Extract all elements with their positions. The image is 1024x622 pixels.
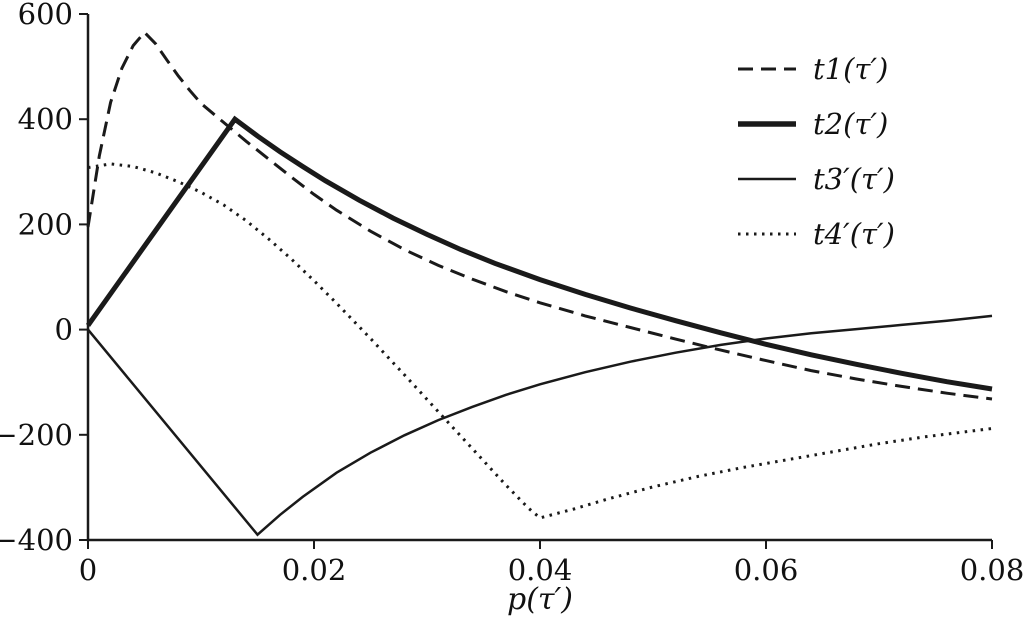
x-tick-label: 0.02 [282, 553, 347, 587]
t1-dashed-line-sample [738, 67, 796, 71]
y-tick-label: 600 [18, 0, 73, 31]
x-tick-label: 0.06 [734, 553, 799, 587]
legend-item-t4: t4′(τ′) [736, 217, 895, 251]
legend-item-t1: t1(τ′) [736, 52, 895, 86]
legend-label-t4: t4′(τ′) [813, 217, 895, 251]
y-tick-label: 400 [18, 102, 73, 136]
legend-label-t1: t1(τ′) [813, 52, 889, 86]
y-tick-label: −200 [0, 418, 73, 452]
legend-item-t2: t2(τ′) [736, 107, 895, 141]
t3-solid-line-sample [738, 177, 796, 181]
series-line-3 [87, 314, 993, 537]
legend: t1(τ′) t2(τ′) t3′(τ′) t4′(τ′) [736, 52, 895, 251]
t4-dotted-line-sample [738, 232, 796, 236]
legend-item-t3: t3′(τ′) [736, 162, 895, 196]
x-tick-label: 0.04 [508, 553, 573, 587]
y-tick-label: 200 [18, 207, 73, 241]
t2-thick-line-sample [738, 121, 796, 127]
series-line-2 [85, 115, 993, 392]
y-tick-label: 0 [55, 313, 73, 347]
x-axis-label: p(τ′) [506, 582, 574, 617]
x-tick-label: 0.08 [960, 553, 1024, 587]
series-line-1 [86, 30, 993, 401]
legend-label-t2: t2(τ′) [813, 107, 889, 141]
x-tick-label: 0 [79, 553, 97, 587]
legend-label-t3: t3′(τ′) [813, 162, 895, 196]
y-tick-label: −400 [0, 523, 73, 557]
